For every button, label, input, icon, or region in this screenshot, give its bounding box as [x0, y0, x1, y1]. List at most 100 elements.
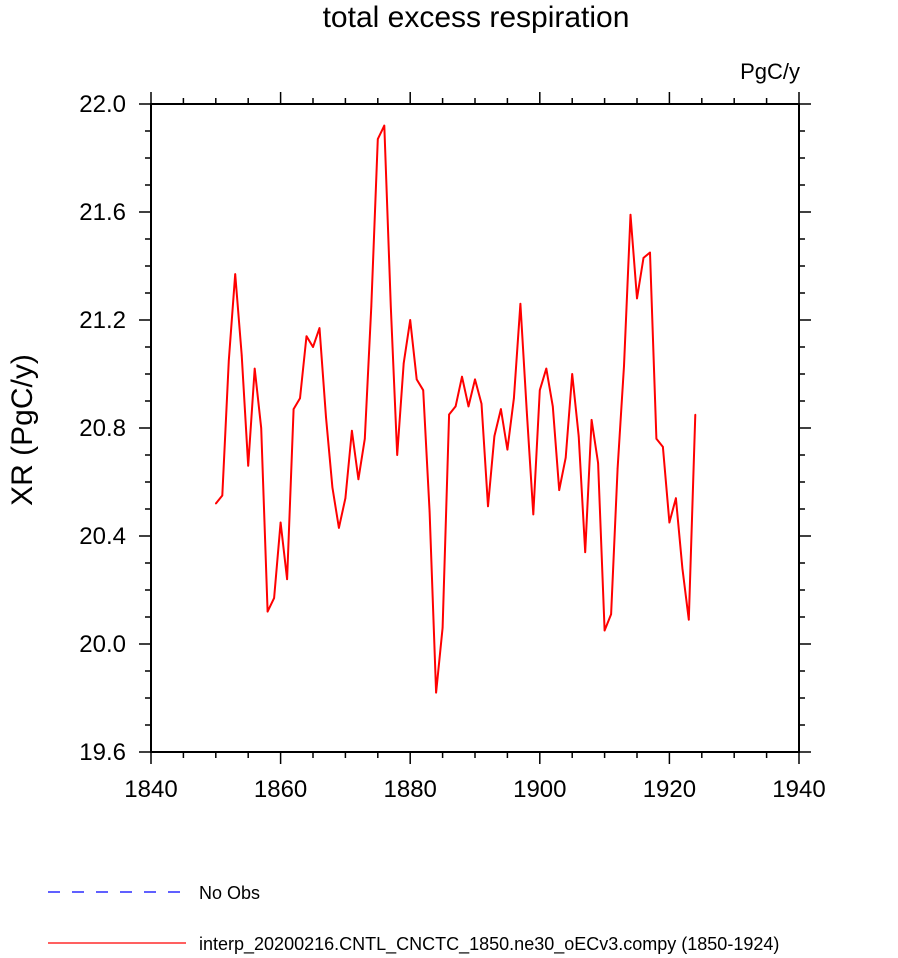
data-point — [564, 456, 567, 459]
data-point — [344, 497, 347, 500]
data-point — [299, 397, 301, 400]
data-point — [474, 378, 476, 381]
data-point — [377, 138, 379, 140]
data-point — [383, 124, 386, 127]
y-axis-label: XR (PgC/y) — [6, 354, 39, 506]
data-point — [253, 367, 256, 370]
y-tick-label: 21.2 — [79, 307, 126, 334]
chart-title: total excess respiration — [323, 1, 630, 34]
y-tick-label: 22.0 — [79, 91, 126, 118]
data-point — [389, 305, 392, 308]
data-point — [331, 486, 334, 489]
data-point — [493, 435, 496, 437]
data-point — [636, 297, 638, 300]
data-point — [681, 567, 684, 570]
data-point — [532, 513, 535, 516]
data-point — [351, 429, 353, 432]
data-point — [415, 378, 418, 381]
x-tick-label: 1880 — [384, 776, 437, 803]
data-point — [649, 251, 651, 254]
data-point — [357, 478, 360, 481]
data-point — [467, 405, 470, 408]
data-point — [325, 416, 327, 419]
data-point — [292, 408, 295, 410]
data-point — [234, 273, 237, 275]
data-point — [305, 335, 308, 338]
data-point — [227, 359, 230, 362]
data-point — [545, 367, 548, 370]
data-point — [694, 413, 697, 416]
data-point — [577, 435, 580, 437]
data-point — [402, 362, 405, 365]
data-point — [480, 402, 483, 405]
data-point — [266, 610, 269, 613]
axis-ticks — [139, 92, 811, 764]
data-point — [435, 691, 437, 694]
data-point — [558, 489, 561, 491]
data-point — [642, 257, 645, 259]
data-point — [610, 613, 612, 616]
series-line — [215, 124, 697, 694]
data-point — [428, 510, 431, 513]
data-point — [441, 627, 444, 629]
data-point — [506, 448, 509, 451]
data-point — [312, 346, 314, 348]
data-point — [662, 446, 664, 448]
data-point — [409, 319, 412, 321]
legend: No Obs interp_20200216.CNTL_CNCTC_1850.n… — [48, 883, 779, 955]
data-point — [215, 502, 217, 505]
data-point — [655, 438, 658, 440]
data-point — [422, 389, 424, 392]
legend-label-no-obs: No Obs — [199, 883, 260, 903]
y-tick-label: 20.4 — [79, 523, 126, 550]
data-point — [286, 578, 288, 580]
data-point — [500, 408, 502, 410]
plot-series — [215, 124, 697, 694]
data-point — [364, 438, 366, 440]
y-tick-label: 19.6 — [79, 739, 126, 766]
data-point — [513, 397, 515, 400]
x-tick-label: 1840 — [124, 776, 177, 803]
x-tick-label: 1900 — [513, 776, 566, 803]
data-point — [688, 618, 690, 621]
data-point — [247, 465, 249, 467]
data-point — [623, 365, 625, 367]
data-point — [396, 454, 399, 456]
data-point — [338, 527, 340, 529]
x-tick-label: 1860 — [254, 776, 307, 803]
data-point — [668, 521, 671, 524]
data-point — [448, 413, 450, 416]
data-point — [616, 467, 619, 470]
data-point — [487, 505, 489, 508]
data-point — [629, 213, 632, 216]
data-point — [539, 389, 541, 392]
data-point — [597, 462, 599, 464]
data-point — [603, 629, 606, 632]
data-point — [260, 427, 262, 429]
data-point — [551, 405, 554, 408]
plot-frame — [150, 103, 800, 753]
data-point — [584, 551, 586, 553]
data-point — [590, 419, 593, 421]
data-point — [526, 411, 528, 413]
units-label: PgC/y — [740, 59, 800, 84]
y-tick-label: 20.8 — [79, 415, 126, 442]
y-tick-label: 20.0 — [79, 631, 126, 658]
data-point — [571, 373, 573, 375]
data-point — [221, 494, 224, 497]
x-tick-label: 1940 — [772, 776, 825, 803]
data-point — [279, 521, 282, 524]
x-tick-label: 1920 — [643, 776, 696, 803]
data-point — [318, 327, 321, 329]
legend-label-model: interp_20200216.CNTL_CNCTC_1850.ne30_oEC… — [199, 934, 779, 955]
y-tick-label: 21.6 — [79, 199, 126, 226]
data-point — [519, 303, 522, 305]
data-point — [461, 375, 463, 378]
data-point — [240, 354, 243, 356]
axis-tick-labels: 1840 1860 1880 1900 1920 1940 19.6 20.0 20.4 20.8… — [79, 91, 825, 803]
data-point — [454, 405, 457, 408]
data-point — [675, 497, 677, 500]
data-point — [273, 597, 275, 599]
data-point — [370, 305, 373, 308]
